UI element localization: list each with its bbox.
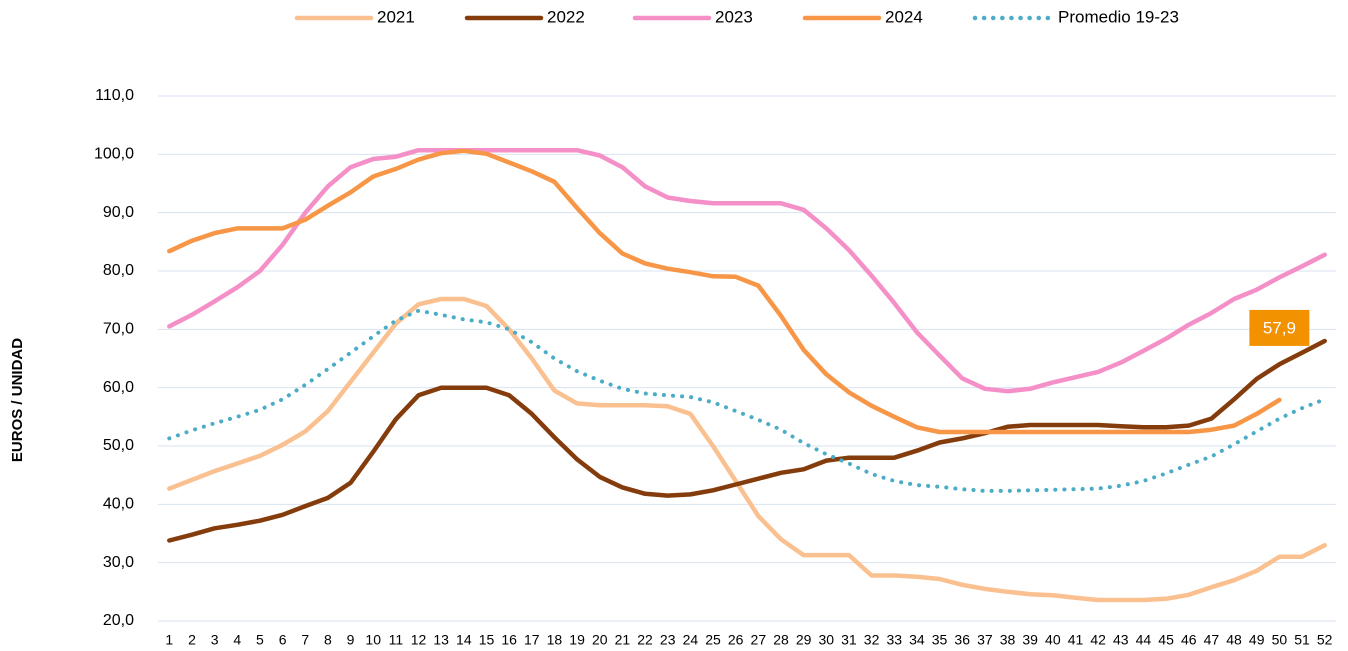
x-tick-label: 9 — [347, 632, 355, 648]
y-tick-label: 110,0 — [95, 87, 134, 104]
x-tick-label: 41 — [1068, 632, 1084, 648]
x-tick-label: 36 — [954, 632, 970, 648]
x-tick-label: 49 — [1249, 632, 1265, 648]
x-tick-label: 31 — [841, 632, 857, 648]
x-tick-label: 15 — [479, 632, 495, 648]
x-tick-label: 22 — [637, 632, 653, 648]
x-tick-label: 52 — [1317, 632, 1333, 648]
x-tick-label: 27 — [751, 632, 767, 648]
x-tick-label: 25 — [705, 632, 721, 648]
legend-label: 2022 — [547, 7, 585, 26]
x-tick-label: 24 — [683, 632, 699, 648]
x-tick-label: 45 — [1158, 632, 1174, 648]
y-tick-label: 100,0 — [94, 146, 134, 163]
x-tick-label: 29 — [796, 632, 812, 648]
x-tick-label: 21 — [615, 632, 631, 648]
x-tick-label: 12 — [411, 632, 427, 648]
y-tick-label: 50,0 — [103, 437, 134, 454]
y-tick-label: 70,0 — [103, 321, 134, 338]
x-tick-label: 34 — [909, 632, 925, 648]
x-tick-label: 42 — [1090, 632, 1106, 648]
x-tick-label: 47 — [1204, 632, 1220, 648]
x-tick-label: 7 — [301, 632, 309, 648]
x-tick-label: 10 — [365, 632, 381, 648]
series-line — [167, 338, 1327, 543]
legend-label: 2024 — [885, 7, 923, 26]
y-tick-label: 40,0 — [103, 496, 134, 513]
x-tick-label: 19 — [569, 632, 585, 648]
x-tick-label: 48 — [1226, 632, 1242, 648]
x-tick-label: 1 — [165, 632, 173, 648]
x-tick-label: 39 — [1022, 632, 1038, 648]
x-tick-label: 16 — [501, 632, 517, 648]
y-axis-label: EUROS / UNIDAD — [9, 338, 26, 462]
x-tick-label: 8 — [324, 632, 332, 648]
x-tick-label: 2 — [188, 632, 196, 648]
x-tick-label: 38 — [1000, 632, 1016, 648]
x-tick-label: 33 — [886, 632, 902, 648]
x-tick-label: 40 — [1045, 632, 1061, 648]
x-tick-label: 5 — [256, 632, 264, 648]
y-tick-label: 80,0 — [103, 262, 134, 279]
data-label: 57,9 — [1263, 318, 1296, 337]
x-tick-label: 17 — [524, 632, 540, 648]
legend-label: 2021 — [377, 7, 415, 26]
x-tick-label: 51 — [1294, 632, 1310, 648]
x-tick-label: 28 — [773, 632, 789, 648]
x-tick-label: 11 — [389, 632, 404, 648]
series-line — [167, 147, 1327, 394]
y-tick-label: 90,0 — [103, 204, 134, 221]
x-tick-label: 43 — [1113, 632, 1129, 648]
x-tick-label: 18 — [547, 632, 563, 648]
legend-label: 2023 — [715, 7, 753, 26]
series-line — [167, 296, 1327, 603]
x-tick-label: 26 — [728, 632, 744, 648]
legend-label: Promedio 19-23 — [1058, 7, 1179, 26]
y-tick-label: 60,0 — [103, 379, 134, 396]
x-tick-label: 20 — [592, 632, 608, 648]
x-tick-label: 13 — [433, 632, 449, 648]
x-tick-label: 4 — [233, 632, 241, 648]
x-tick-label: 23 — [660, 632, 676, 648]
x-tick-label: 37 — [977, 632, 993, 648]
x-tick-label: 6 — [279, 632, 287, 648]
x-tick-label: 46 — [1181, 632, 1197, 648]
x-tick-label: 35 — [932, 632, 948, 648]
data-label-box — [1249, 309, 1310, 346]
x-tick-label: 3 — [211, 632, 219, 648]
x-tick-label: 14 — [456, 632, 472, 648]
series-line — [167, 308, 1327, 493]
x-tick-label: 50 — [1272, 632, 1288, 648]
x-tick-label: 30 — [818, 632, 834, 648]
x-tick-label: 32 — [864, 632, 880, 648]
series-line — [167, 148, 1282, 435]
x-tick-label: 44 — [1136, 632, 1152, 648]
y-tick-label: 30,0 — [103, 554, 134, 571]
y-tick-label: 20,0 — [103, 612, 134, 629]
